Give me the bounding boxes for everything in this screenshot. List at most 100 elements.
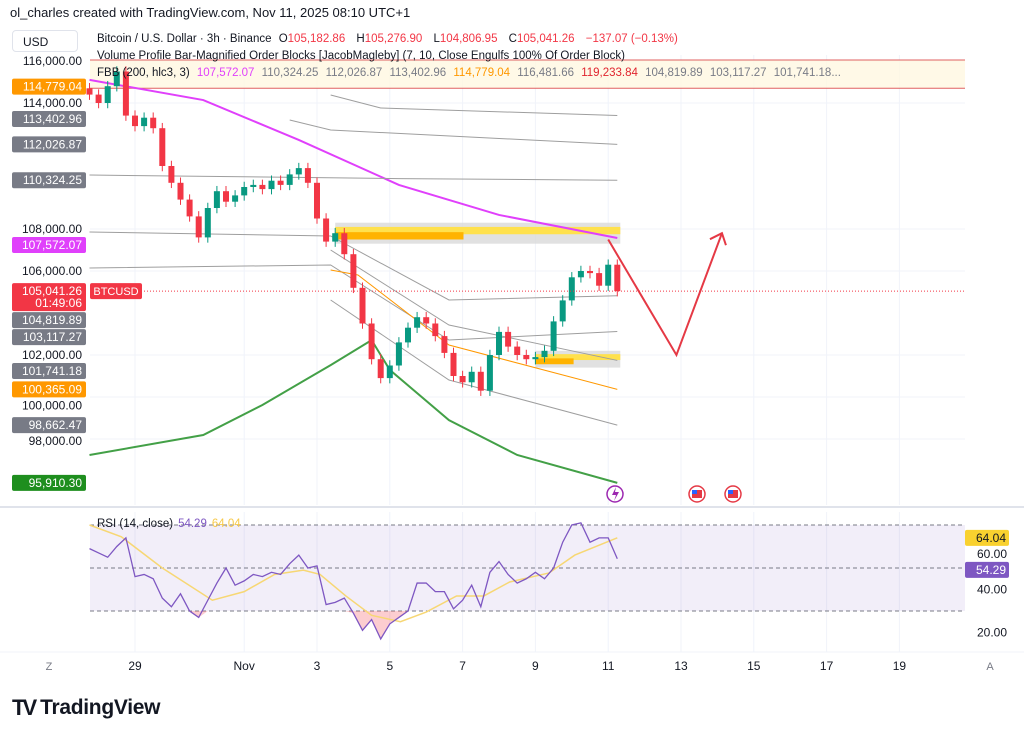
price-tag [12, 136, 86, 153]
tradingview-wordmark: TradingView [40, 696, 161, 719]
candle-body [113, 71, 120, 87]
candle-body [596, 273, 603, 286]
last-price-tag [12, 283, 86, 312]
tradingview-logo-mark: TV [12, 695, 37, 720]
candle-body [432, 323, 439, 337]
price-zone [90, 59, 965, 89]
indicator-legend-fbb[interactable]: FBB (200, hlc3, 3) 107,572.07 110,324.25… [97, 67, 845, 79]
candle-body [477, 371, 484, 391]
volume-profile-bar [535, 358, 574, 365]
candle-body [86, 88, 93, 95]
fbb-value: 104,819.89 [645, 67, 703, 79]
price-tick-label: 106,000.00 [22, 264, 82, 278]
price-tag-label: 98,662.47 [29, 418, 83, 432]
candle-body [550, 321, 557, 351]
timezone-button[interactable]: Z [46, 661, 53, 673]
candle-body [486, 355, 493, 391]
rsi-ma-line [89, 524, 618, 623]
us-flag-event-icon[interactable] [688, 485, 706, 503]
fbb-band-line [330, 94, 618, 117]
change-value: −137.07 (−0.13%) [585, 33, 678, 45]
candle-body [368, 323, 375, 360]
fbb-value: 101,741.18... [773, 67, 841, 79]
candle-body [241, 187, 248, 196]
candle-body [232, 195, 239, 202]
high-value: 105,276.90 [364, 33, 423, 45]
candle-body [386, 365, 393, 379]
candle-body [614, 264, 621, 292]
rsi-tag [965, 561, 1009, 578]
price-tag-label: 114,779.04 [23, 80, 82, 94]
candle-body [314, 182, 320, 219]
fbb-band-line [330, 269, 618, 390]
time-tick-label: 7 [459, 659, 466, 673]
symbol-tag [90, 283, 142, 300]
symbol-title[interactable]: Bitcoin / U.S. Dollar · 3h · Binance [97, 33, 272, 45]
candle-body [541, 350, 548, 358]
candle-body [159, 128, 166, 166]
fbb-value: 107,572.07 [196, 67, 255, 79]
us-flag-event-icon[interactable] [724, 485, 742, 503]
rsi-legend[interactable]: RSI (14, close) 54.29 64.04 [97, 518, 241, 530]
rsi-tick-label: 20.00 [977, 626, 1007, 640]
rsi-legend-value: 54.29 [178, 518, 207, 530]
volume-profile-bar [335, 232, 464, 240]
price-tag-label: 110,324.25 [23, 173, 82, 187]
open-label: O [278, 33, 288, 45]
price-tick-label: 114,000.00 [23, 96, 82, 110]
candle-body [304, 168, 311, 183]
price-tag-label: 101,741.18 [22, 364, 82, 378]
candle-body [223, 191, 229, 202]
volume-profile-bar [335, 226, 621, 235]
time-tick-label: 15 [747, 659, 761, 673]
price-tag [12, 381, 86, 398]
candle-body [168, 166, 175, 183]
candle-body [277, 180, 284, 185]
price-tick-label: 116,000.00 [23, 54, 82, 68]
indicator-legend-volume-profile[interactable]: Volume Profile Bar-Magnified Order Block… [97, 50, 625, 62]
candle-body [132, 115, 138, 127]
candle-body [250, 184, 257, 187]
symbol-tag-label: BTCUSD [93, 286, 138, 298]
currency-button[interactable]: USD [12, 30, 78, 52]
price-tick-label: 98,000.00 [29, 434, 83, 448]
time-tick-label: 9 [532, 659, 539, 673]
candle-body [286, 174, 293, 185]
projection-path[interactable] [607, 232, 723, 358]
fbb-value: 116,481.66 [517, 67, 574, 79]
close-value: 105,041.26 [516, 33, 575, 45]
fbb-value: 110,324.25 [261, 67, 319, 79]
candle-body [350, 254, 357, 288]
rsi-line [89, 522, 618, 641]
last-price-label: 105,041.26 [22, 284, 82, 298]
candle-body [259, 184, 266, 190]
candle-body [587, 271, 593, 274]
candle-body [177, 182, 184, 200]
time-tick-label: 17 [820, 659, 834, 673]
price-tag [12, 417, 86, 434]
rsi-tick-label: 40.00 [977, 583, 1007, 597]
open-value: 105,182.86 [287, 33, 346, 45]
candle-body [523, 355, 530, 360]
fbb-band-line [89, 78, 618, 239]
candle-body [150, 117, 157, 129]
candle-body [268, 180, 275, 190]
candle-body [341, 233, 348, 255]
tradingview-logo[interactable]: TV TradingView [12, 695, 160, 721]
credit-text: ol_charles created with TradingView.com,… [10, 5, 411, 20]
price-tag-label: 112,026.87 [23, 137, 82, 151]
fbb-value: 103,117.27 [709, 67, 767, 79]
price-tag [12, 329, 86, 346]
fbb-value: 119,233.84 [581, 67, 638, 79]
candle-body [559, 300, 566, 322]
time-tick-label: 13 [674, 659, 688, 673]
close-label: C [508, 33, 517, 45]
candle-body [95, 94, 102, 103]
lightning-event-icon[interactable] [606, 485, 624, 503]
auto-scale-button[interactable]: A [986, 661, 994, 673]
volume-profile-bar [535, 354, 621, 361]
candle-body [213, 191, 220, 208]
rsi-ma-legend-value: 64.04 [212, 518, 241, 530]
symbol-legend: Bitcoin / U.S. Dollar · 3h · Binance O10… [97, 33, 682, 45]
